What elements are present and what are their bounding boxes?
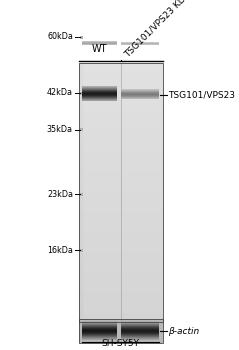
Text: 23kDa: 23kDa (47, 190, 73, 199)
Text: TSG101/VPS23 KD: TSG101/VPS23 KD (123, 0, 187, 60)
Text: 42kDa: 42kDa (47, 88, 73, 97)
Text: 35kDa: 35kDa (47, 125, 73, 134)
Text: 60kDa: 60kDa (47, 32, 73, 41)
Text: SH-SY5Y: SH-SY5Y (102, 339, 140, 348)
Text: WT: WT (92, 44, 107, 54)
Bar (79, 63, 163, 322)
Text: β-actin: β-actin (168, 327, 200, 336)
Bar (79, 319, 163, 343)
Text: 16kDa: 16kDa (47, 246, 73, 255)
Text: TSG101/VPS23: TSG101/VPS23 (168, 90, 235, 99)
